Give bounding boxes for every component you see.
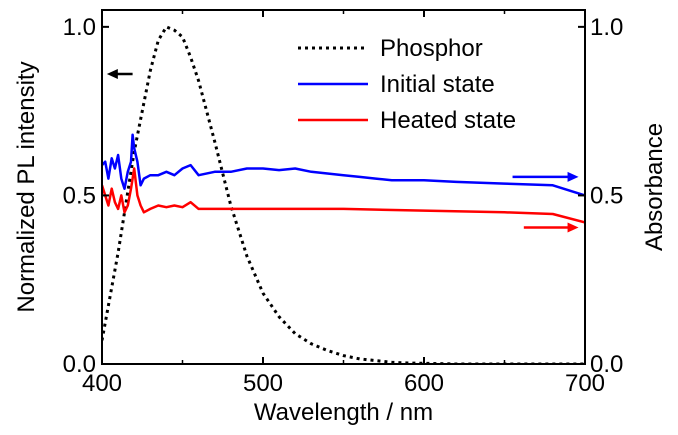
annotation-arrow-2 — [523, 222, 579, 233]
plot-frame — [101, 9, 586, 365]
right-y-tick-label: 0.5 — [590, 182, 623, 209]
left-y-tick-label: 1.0 — [63, 14, 96, 41]
left-y-axis: 0.0 0.5 1.0 — [63, 14, 109, 378]
series-layer — [102, 25, 585, 364]
series-line-phosphor — [102, 25, 585, 364]
legend-item: Heated state — [298, 107, 516, 134]
x-axis-title: Wavelength / nm — [254, 399, 433, 426]
annotation-arrow-1 — [512, 171, 579, 182]
legend-label: Phosphor — [380, 35, 483, 62]
legend-item: Phosphor — [298, 35, 483, 62]
legend-label: Initial state — [380, 71, 495, 98]
legend-label: Heated state — [380, 107, 516, 134]
series-line-initial-state — [102, 133, 585, 197]
left-y-tick-label: 0.5 — [63, 182, 96, 209]
x-tick-label: 400 — [82, 370, 122, 397]
right-y-tick-label: 0.0 — [590, 351, 623, 378]
x-tick-label: 700 — [565, 370, 605, 397]
left-y-axis-title: Normalized PL intensity — [13, 61, 40, 312]
right-y-tick-label: 1.0 — [590, 14, 623, 41]
x-axis: 400 500 600 700 — [82, 10, 605, 397]
x-tick-label: 600 — [404, 370, 444, 397]
legend-item: Initial state — [298, 71, 495, 98]
x-tick-label: 500 — [243, 370, 283, 397]
annotation-arrow-0 — [106, 69, 133, 80]
annotation-layer — [106, 69, 579, 233]
right-y-axis: 0.0 0.5 1.0 — [578, 14, 623, 378]
series-line-heated-state — [102, 167, 585, 224]
legend: Phosphor Initial state Heated state — [298, 35, 516, 134]
left-y-tick-label: 0.0 — [63, 351, 96, 378]
right-y-axis-title: Absorbance — [641, 123, 668, 251]
